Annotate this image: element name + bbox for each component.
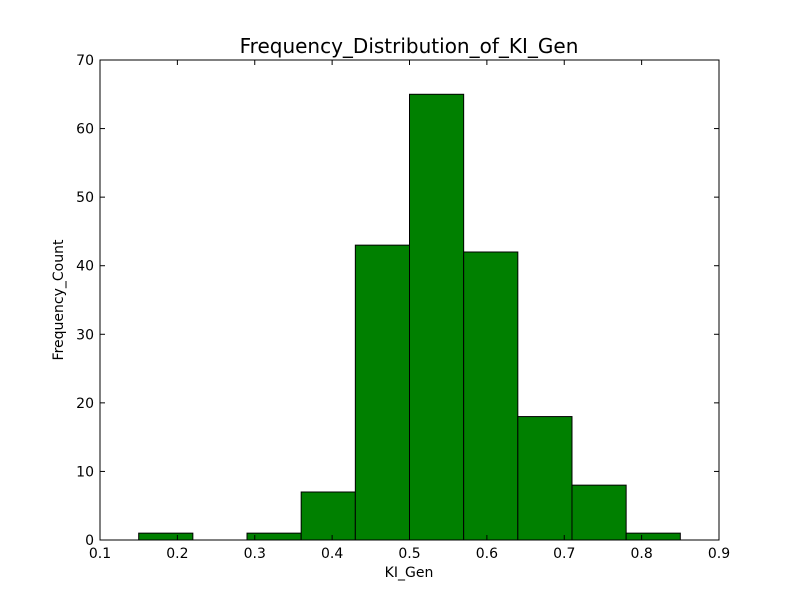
histogram-bar-4 [354,244,410,541]
x-tick-label-4: 0.5 [398,546,420,562]
histogram-bar-5 [409,93,465,541]
bars-group [138,93,681,541]
y-tick-label-2: 20 [76,396,94,412]
x-tick-label-0: 0.1 [89,546,111,562]
histogram-bar-7 [517,416,573,541]
histogram-bar-9 [625,532,681,541]
histogram-bar-6 [463,251,519,541]
x-tick-label-8: 0.9 [708,546,730,562]
y-tick-label-4: 40 [76,259,94,275]
x-tick-label-3: 0.4 [321,546,343,562]
x-tick-label-5: 0.6 [476,546,498,562]
y-axis-label: Frequency_Count [51,239,67,360]
x-tick-label-2: 0.3 [244,546,266,562]
x-tick-label-1: 0.2 [166,546,188,562]
chart-title: Frequency_Distribution_of_KI_Gen [240,34,579,58]
histogram-bar-0 [138,532,194,541]
y-tick-label-1: 10 [76,464,94,480]
x-axis-label: KI_Gen [385,565,434,581]
x-tick-label-7: 0.8 [630,546,652,562]
y-tick-label-3: 30 [76,327,94,343]
y-tick-label-7: 70 [76,53,94,69]
histogram-bar-3 [300,491,356,541]
y-tick-label-6: 60 [76,122,94,138]
ticks-group: 0.1 0.2 0.3 0.4 0.5 0.6 0.7 0.8 0.9 0 10 20 30 40 50 60… [76,53,730,562]
plot-frame [99,59,720,541]
y-tick-label-0: 0 [85,533,94,549]
x-tick-label-6: 0.7 [553,546,575,562]
histogram-bar-8 [571,484,627,541]
y-tick-label-5: 50 [76,190,94,206]
